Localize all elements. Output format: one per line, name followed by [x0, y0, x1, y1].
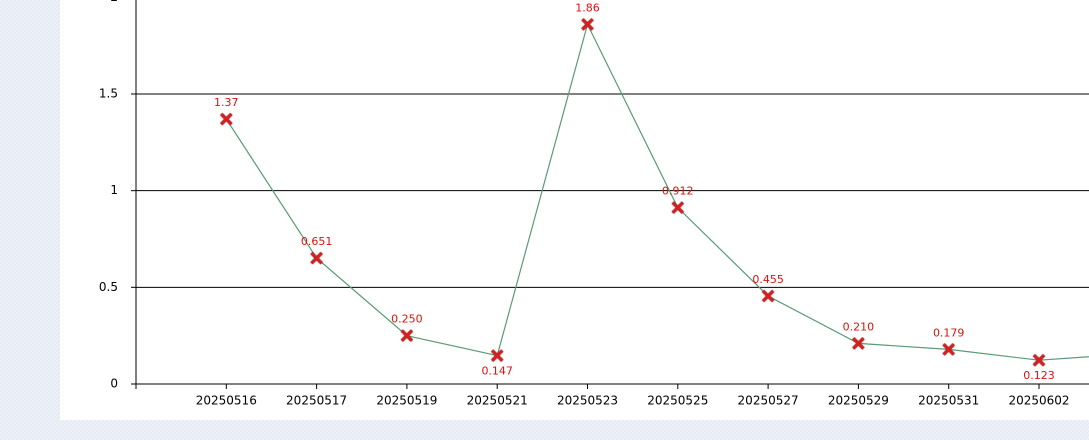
x-tick-label: 20250525 — [647, 394, 708, 408]
x-tick-label: 20250517 — [286, 394, 347, 408]
y-tick-label: 1.5 — [99, 86, 118, 100]
x-tick-label: 20250531 — [918, 394, 979, 408]
data-label: 0.210 — [843, 320, 875, 333]
x-tick-label: 20250519 — [376, 394, 437, 408]
y-tick-label: 2 — [110, 0, 118, 4]
data-label: 1.86 — [575, 1, 600, 14]
y-tick-label: 0 — [110, 377, 118, 391]
x-tick-label: 20250529 — [828, 394, 889, 408]
data-marker — [310, 252, 323, 265]
x-tick-label: 20250523 — [557, 394, 618, 408]
data-marker — [942, 343, 955, 356]
data-label: 0.179 — [933, 326, 965, 339]
x-tick-label: 20250602 — [1008, 394, 1069, 408]
x-tick-label: 20250521 — [467, 394, 528, 408]
data-label: 1.37 — [214, 96, 239, 109]
x-tick-label: 20250516 — [196, 394, 257, 408]
data-marker — [220, 112, 233, 126]
data-label: 0.455 — [752, 273, 784, 286]
data-label: 0.912 — [662, 185, 694, 198]
plot-background — [60, 0, 1089, 420]
data-marker — [400, 329, 414, 342]
data-marker — [852, 337, 865, 350]
data-marker — [761, 289, 775, 303]
data-marker — [1032, 354, 1046, 367]
data-label: 0.651 — [301, 235, 333, 248]
x-tick-label: 20250527 — [738, 394, 799, 408]
data-marker — [581, 18, 594, 31]
y-tick-label: 0.5 — [99, 280, 118, 294]
data-marker — [491, 349, 504, 362]
data-label: 0.250 — [391, 313, 423, 326]
data-label: 0.147 — [481, 365, 513, 378]
y-tick-label: 1 — [110, 183, 118, 197]
data-label: 0.123 — [1023, 369, 1055, 382]
data-marker — [671, 201, 684, 214]
